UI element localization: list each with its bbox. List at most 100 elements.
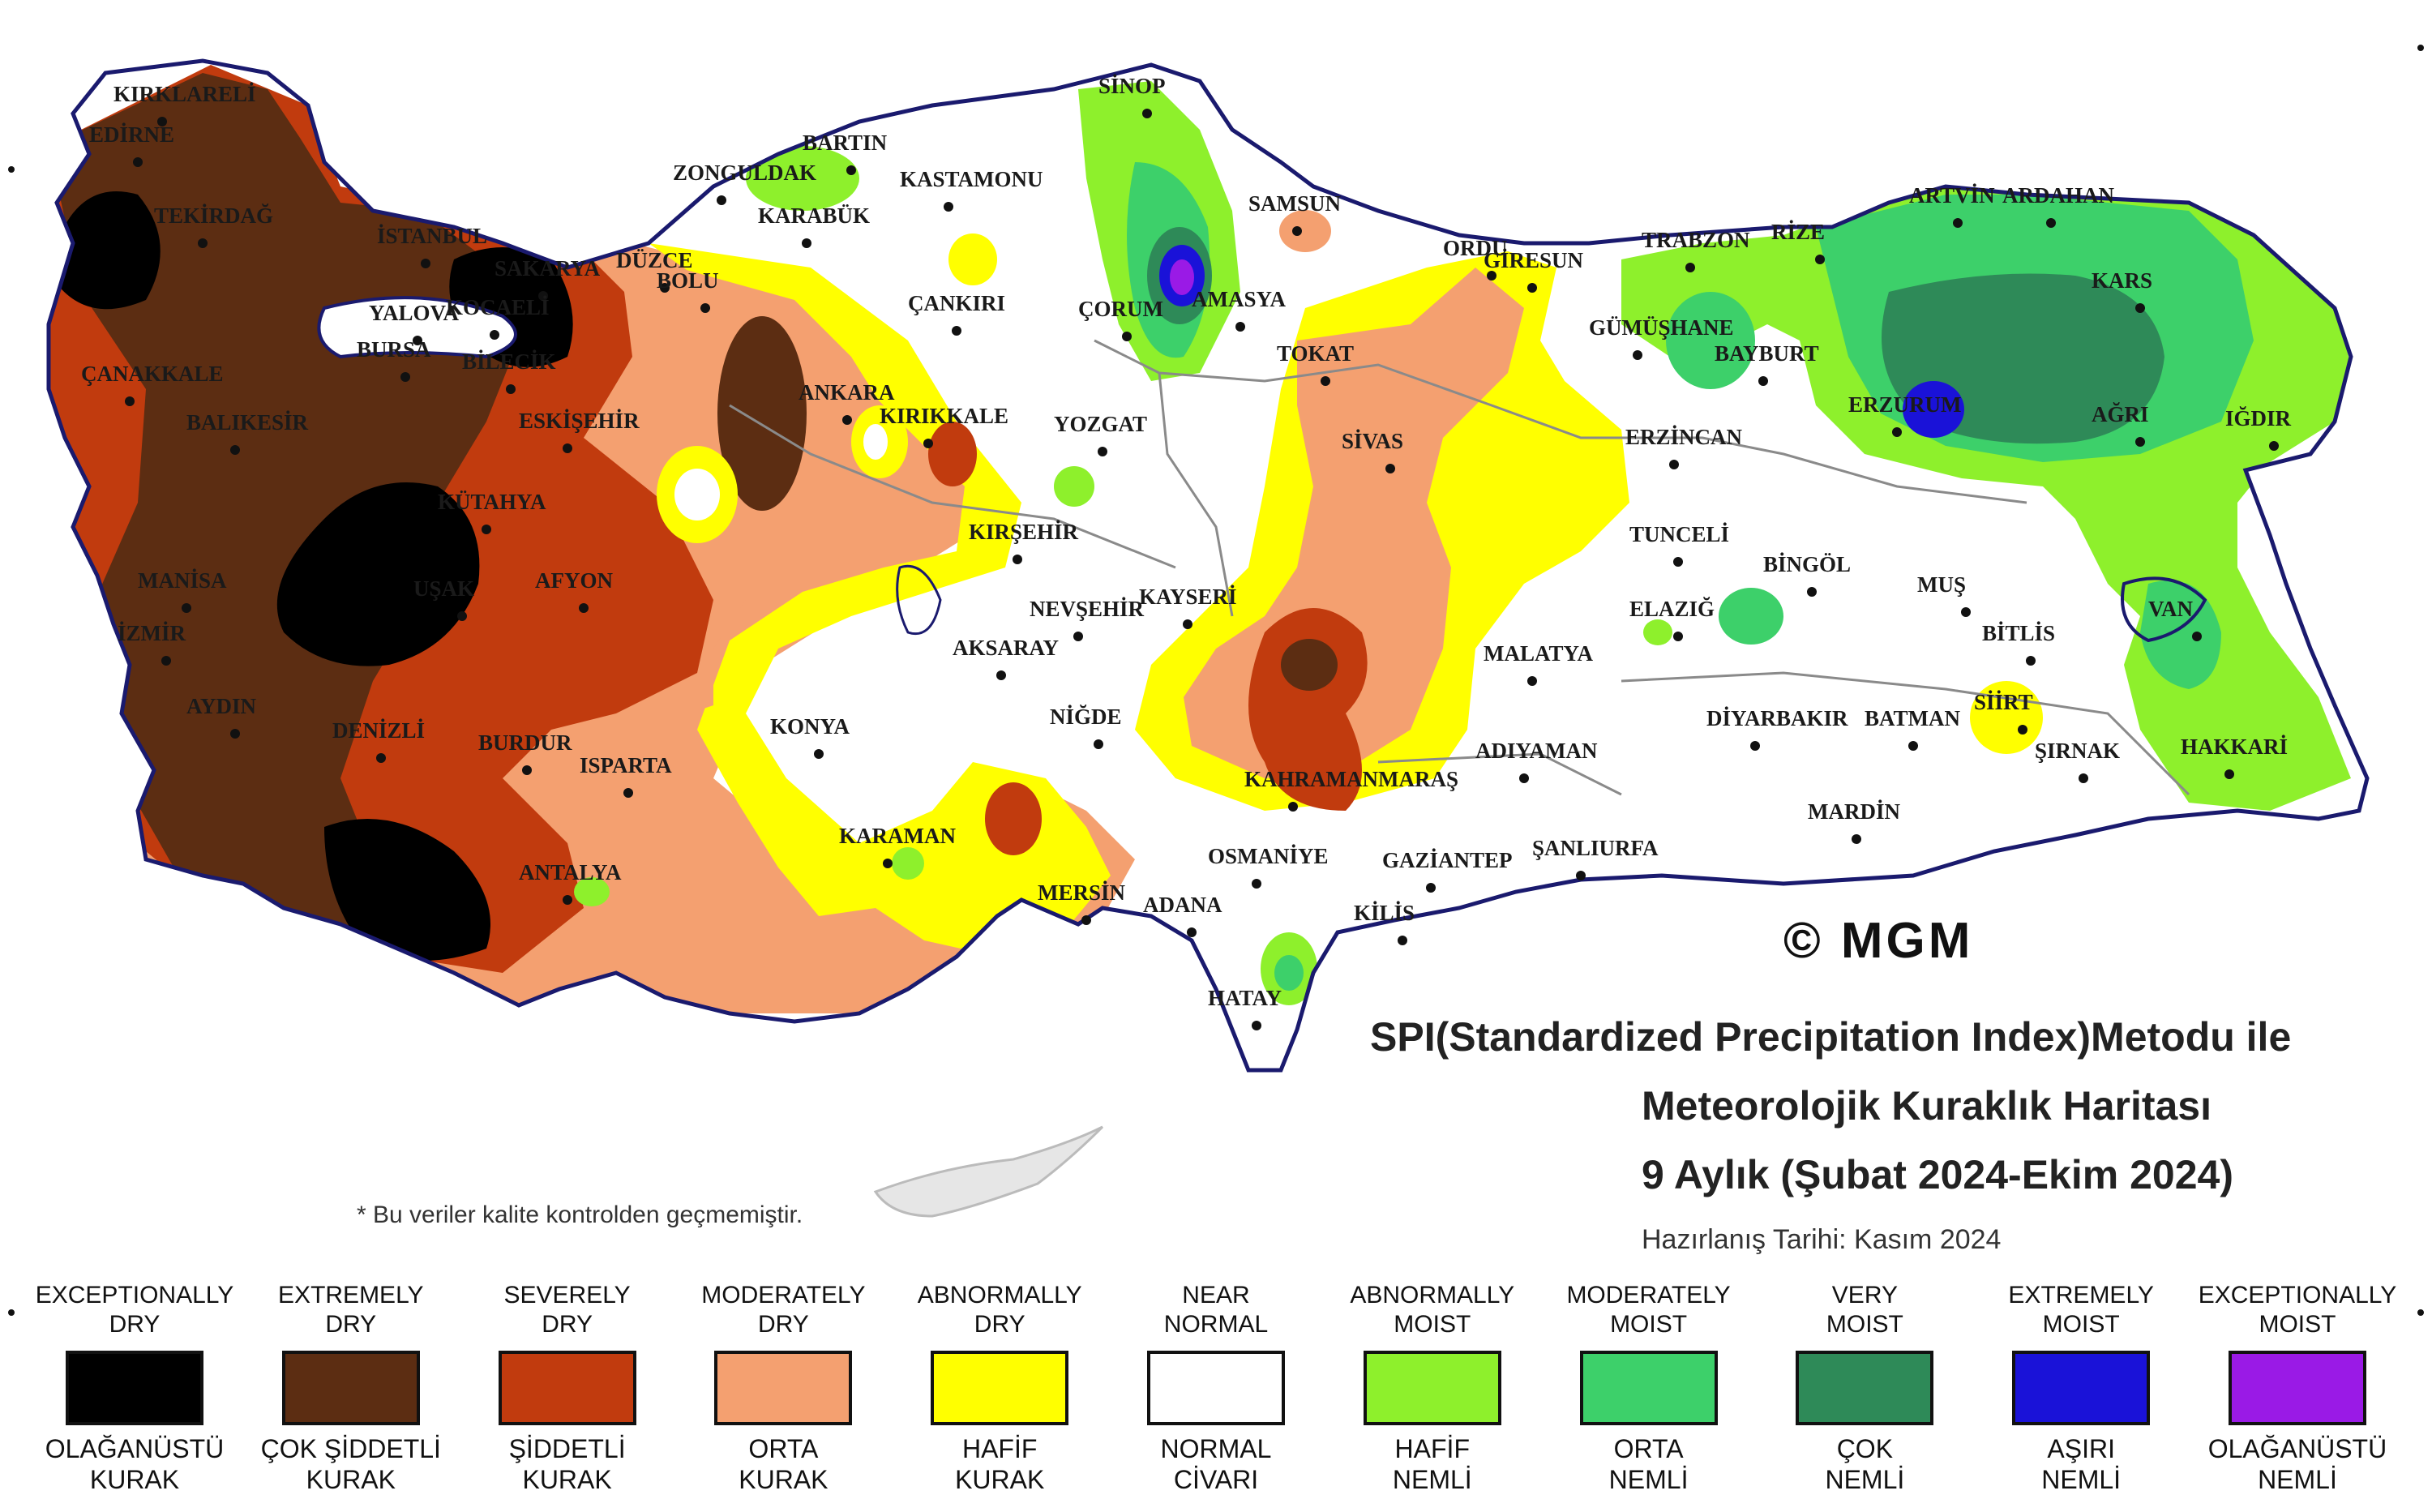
zone-abnormally-moist-bartin <box>746 146 859 211</box>
legend-swatch <box>1579 1351 1718 1425</box>
city-label: ÇORUM <box>1078 297 1163 321</box>
city-marker <box>125 396 135 406</box>
zone-abnormally-moist-yozgat <box>1054 466 1094 507</box>
zone-moderately-moist-gumushane <box>1666 292 1755 389</box>
city-marker <box>522 765 532 775</box>
city-label: MARDİN <box>1808 799 1900 824</box>
city-label: VAN <box>2148 597 2194 621</box>
city-marker <box>1013 555 1022 564</box>
city-label: ISPARTA <box>580 753 672 777</box>
legend-swatch <box>66 1351 203 1425</box>
legend-item: VERY MOIST ÇOK NEMLİ <box>1762 1281 1967 1508</box>
city-label: KOCAELİ <box>446 295 550 319</box>
city-label: KONYA <box>770 714 850 739</box>
city-label: HAKKARİ <box>2181 735 2288 759</box>
city-marker <box>1576 871 1586 880</box>
city-label: EDİRNE <box>89 122 174 147</box>
city-label: BİTLİS <box>1982 621 2055 645</box>
spi-drought-zones <box>49 65 2351 1013</box>
corner-dot <box>2417 45 2424 51</box>
city-marker <box>1758 376 1768 386</box>
city-marker <box>1673 632 1683 641</box>
city-label: GÜMÜŞHANE <box>1589 315 1734 340</box>
zone-exceptionally-dry-tekirdag <box>57 191 161 310</box>
city-label: AFYON <box>535 568 613 593</box>
legend-label-en: EXCEPTIONALLY DRY <box>35 1282 234 1338</box>
city-marker <box>660 283 670 293</box>
city-marker <box>157 117 167 126</box>
city-label: BATMAN <box>1865 706 1960 730</box>
zone-extremely-moist-erzurum <box>1903 381 1964 438</box>
city-marker <box>413 336 422 345</box>
city-label: TRABZON <box>1642 228 1750 252</box>
city-label: HATAY <box>1208 986 1282 1010</box>
city-marker <box>1073 632 1083 641</box>
city-label: UŞAK <box>413 576 474 601</box>
legend-label-en: MODERATELY DRY <box>701 1282 866 1338</box>
city-label: IĞDIR <box>2225 406 2292 430</box>
city-marker <box>182 603 191 613</box>
city-marker <box>482 525 491 534</box>
van-lake <box>2121 576 2207 643</box>
city-marker <box>1673 557 1683 567</box>
city-label: SAMSUN <box>1248 191 1342 216</box>
city-label: GİRESUN <box>1484 248 1584 272</box>
city-label: AKSARAY <box>953 636 1059 660</box>
city-label: KARS <box>2092 268 2152 293</box>
city-marker <box>1094 739 1103 749</box>
city-label: GAZİANTEP <box>1382 848 1513 872</box>
legend-label-tr: ÇOK NEMLİ <box>1825 1434 1905 1494</box>
city-marker <box>1235 322 1245 332</box>
legend-item: SEVERELY DRY ŞİDDETLİ KURAK <box>465 1281 670 1508</box>
city-label: DÜZCE <box>616 248 693 272</box>
legend-label-tr: NORMAL CİVARI <box>1160 1434 1272 1494</box>
zone-white-pocket-2 <box>863 424 888 460</box>
zone-extremely-dry-maras <box>1281 639 1338 691</box>
cities-layer: KIRKLARELİ EDİRNE TEKİRDAĞ İSTANBUL SAKARYA D… <box>81 74 2292 1030</box>
city-label: KIRKLARELİ <box>113 82 256 106</box>
city-label: İZMİR <box>118 621 186 645</box>
city-label: ŞIRNAK <box>2035 739 2120 763</box>
city-marker <box>490 330 499 340</box>
city-marker <box>996 670 1006 680</box>
legend-item: MODERATELY MOIST ORTA NEMLİ <box>1547 1281 1751 1508</box>
zone-extremely-dry-ankara <box>717 316 807 511</box>
city-label: MALATYA <box>1484 641 1594 666</box>
zone-white-pocket-1 <box>674 469 720 520</box>
city-label: ÇANAKKALE <box>81 362 224 386</box>
city-label: ŞANLIURFA <box>1532 836 1659 860</box>
city-marker <box>2135 303 2145 313</box>
legend-label-tr: ŞİDDETLİ KURAK <box>508 1434 626 1494</box>
city-marker <box>944 202 953 212</box>
city-marker <box>717 195 726 205</box>
legend-item: NEAR NORMAL NORMAL CİVARI <box>1114 1281 1318 1508</box>
city-marker <box>700 303 710 313</box>
city-marker <box>1815 255 1825 264</box>
city-marker <box>376 753 386 763</box>
zone-exceptionally-dry-mugla <box>324 819 490 961</box>
zone-extremely-dry-west <box>49 73 519 940</box>
legend-swatch <box>281 1351 420 1425</box>
region-boundaries <box>729 339 2190 796</box>
city-label: MERSİN <box>1038 880 1126 905</box>
city-marker <box>1398 936 1407 945</box>
city-label: KAHRAMANMARAŞ <box>1244 767 1458 791</box>
mgm-copyright: © MGM <box>1783 913 1974 969</box>
city-marker <box>1252 1021 1261 1030</box>
city-label: KİLİS <box>1354 901 1415 925</box>
map-title-line-2: Meteorolojik Kuraklık Haritası <box>1642 1083 2212 1129</box>
city-marker <box>1807 587 1817 597</box>
legend-label-en: NEAR NORMAL <box>1163 1282 1269 1338</box>
city-marker <box>563 443 572 453</box>
city-marker <box>2079 773 2088 783</box>
city-label: MUŞ <box>1917 572 1966 597</box>
zone-severely-dry-maras <box>1248 608 1368 811</box>
city-marker <box>952 326 961 336</box>
city-marker <box>814 749 824 759</box>
legend-label-en: EXTREMELY DRY <box>278 1282 424 1338</box>
city-marker <box>1426 883 1436 893</box>
preparation-date: Hazırlanış Tarihi: Kasım 2024 <box>1642 1224 2002 1255</box>
legend-label-en: EXTREMELY MOIST <box>2008 1282 2154 1338</box>
city-label: DİYARBAKIR <box>1706 706 1848 730</box>
city-marker <box>1292 226 1302 236</box>
